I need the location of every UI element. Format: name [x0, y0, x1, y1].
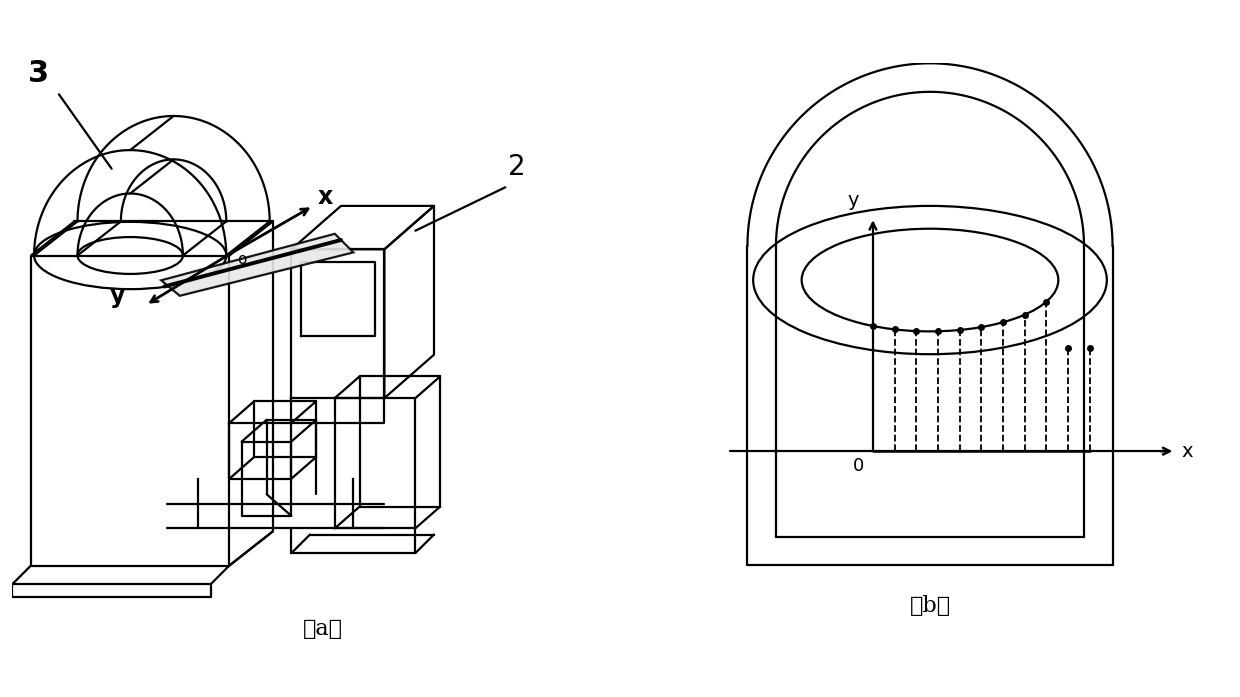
Text: （a）: （a）	[303, 618, 342, 640]
Text: （b）: （b）	[909, 595, 951, 617]
Text: 2: 2	[508, 153, 526, 181]
Text: o: o	[238, 252, 247, 266]
Text: x: x	[1180, 442, 1193, 461]
Text: 0: 0	[853, 457, 864, 475]
Text: 3: 3	[27, 59, 50, 88]
Text: y: y	[110, 284, 125, 308]
Text: x: x	[317, 185, 334, 208]
Polygon shape	[161, 233, 353, 296]
Text: y: y	[847, 191, 859, 210]
